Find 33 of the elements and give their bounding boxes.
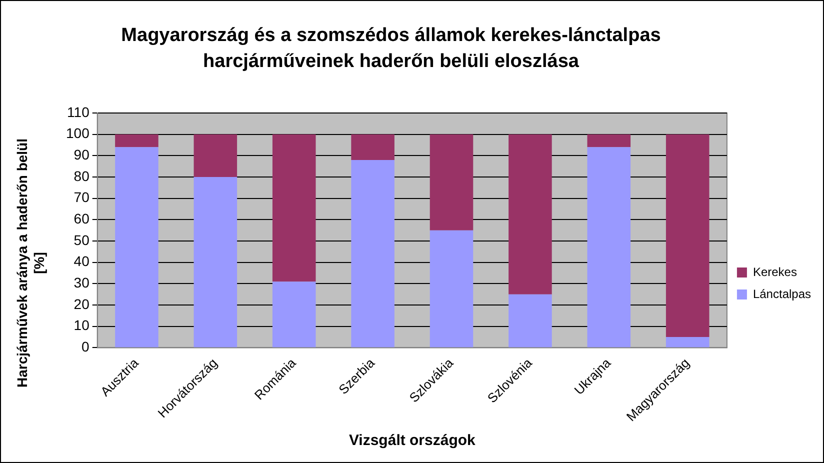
bar [587, 147, 631, 348]
bar [115, 147, 158, 348]
y-tick-label: 80 [74, 168, 90, 184]
y-tick-label: 90 [74, 146, 90, 163]
y-tick-label: 20 [74, 296, 90, 312]
y-axis-title: Harcjárművek aránya a haderőn belül [%] [14, 138, 48, 388]
y-tick-label: 50 [74, 232, 90, 248]
y-tick-label: 70 [74, 189, 90, 206]
bar [430, 134, 474, 230]
chart-title: Magyarország és a szomszédos államok kerekes-lánctalpas harcjárműveinek haderőn belüli eloszlása [120, 24, 662, 74]
bar [272, 134, 316, 282]
bar [587, 134, 631, 148]
y-tick-label: 100 [66, 125, 90, 142]
y-tick-label: 30 [74, 274, 90, 291]
bar [351, 160, 394, 348]
y-tick-label: 10 [74, 317, 90, 334]
bar [194, 177, 238, 348]
bar [430, 230, 474, 348]
y-tick-label: 60 [74, 210, 90, 227]
y-tick-label: 0 [82, 338, 90, 355]
bar [115, 134, 158, 148]
bar [508, 134, 552, 294]
y-tick-label: 110 [67, 104, 90, 120]
bar [272, 282, 316, 348]
y-tick-label: 40 [74, 253, 90, 270]
x-axis-title: Vizsgált országok [348, 432, 476, 450]
bar [194, 134, 238, 178]
bar [666, 134, 710, 338]
legend-label: Lánctalpas [752, 286, 812, 301]
bar [351, 134, 394, 160]
bar [508, 294, 552, 348]
bar [666, 337, 710, 348]
legend-label: Kerekes [752, 264, 797, 279]
